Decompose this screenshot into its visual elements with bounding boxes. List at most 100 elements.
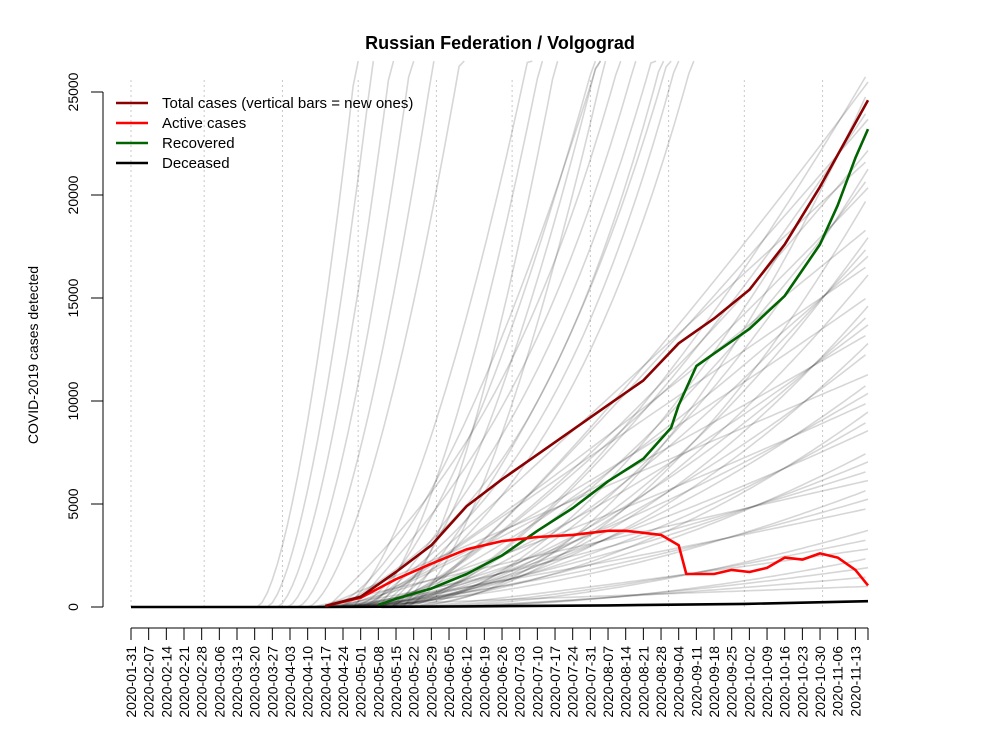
x-tick-label: 2020-10-09 (759, 646, 775, 718)
context-curve (335, 422, 866, 608)
x-tick-label: 2020-07-24 (565, 646, 581, 718)
context-curve (266, 60, 375, 608)
context-curve (380, 161, 867, 608)
x-tick-label: 2020-02-14 (158, 646, 174, 718)
x-tick-label: 2020-09-25 (724, 646, 740, 718)
x-tick-label: 2020-04-10 (300, 646, 316, 718)
y-tick-label: 20000 (65, 175, 81, 214)
context-curve (403, 60, 607, 608)
x-tick-label: 2020-04-17 (317, 646, 333, 718)
x-tick-label: 2020-05-08 (370, 646, 386, 718)
context-curve (352, 60, 637, 608)
context-curve (348, 324, 869, 608)
x-tick-label: 2020-09-11 (688, 646, 704, 717)
context-curve (423, 566, 869, 608)
series-line (325, 529, 870, 608)
context-curve (340, 297, 866, 608)
x-tick-label: 2020-08-28 (653, 646, 669, 718)
context-curve (363, 237, 869, 608)
y-tick-label: 10000 (65, 381, 81, 420)
y-axis: 0 5000 10000 15000 20000 25000 (65, 72, 104, 611)
context-curve (390, 60, 559, 608)
y-tick-label: 0 (65, 603, 81, 611)
context-curve (310, 471, 866, 608)
context-curve (365, 60, 544, 608)
x-tick-label: 2020-03-06 (211, 646, 227, 718)
context-curve (365, 249, 867, 608)
series-line (324, 99, 870, 608)
context-curve (365, 60, 680, 608)
x-tick-label: 2020-02-28 (194, 646, 210, 718)
x-tick-label: 2020-06-12 (459, 646, 475, 718)
y-tick-label: 5000 (65, 488, 81, 519)
context-curve (352, 60, 597, 608)
context-curve (307, 60, 465, 608)
context-curve (401, 96, 867, 608)
context-curve (302, 585, 869, 608)
context-curve (332, 411, 869, 608)
x-tick-label: 2020-09-04 (671, 646, 687, 718)
context-curve (340, 60, 665, 608)
legend-entry: Active cases (162, 115, 246, 132)
context-curve (385, 181, 867, 608)
x-tick-label: 2020-10-30 (812, 646, 828, 718)
chart-title: Russian Federation / Volgograd (365, 33, 635, 53)
x-tick-label: 2020-11-13 (847, 646, 863, 717)
x-tick-label: 2020-07-31 (582, 646, 598, 718)
legend-entry: Recovered (162, 135, 235, 152)
context-curve (297, 60, 435, 608)
legend: Total cases (vertical bars = new ones) Ac… (116, 95, 413, 172)
context-curve (337, 429, 869, 608)
x-tick-label: 2020-07-10 (529, 646, 545, 718)
x-tick-label: 2020-08-07 (600, 646, 616, 718)
legend-entry: Deceased (162, 155, 230, 172)
context-curve (317, 498, 869, 608)
y-tick-label: 15000 (65, 278, 81, 317)
y-tick-label: 25000 (65, 72, 81, 111)
x-tick-label: 2020-03-13 (229, 646, 245, 718)
series-line (131, 599, 869, 609)
context-curve (413, 529, 869, 608)
series-line (377, 128, 870, 607)
context-curve (373, 274, 869, 608)
x-axis: 2020-01-31 2020-02-07 2020-02-14 2020-02-21… (123, 627, 869, 718)
context-curve (315, 490, 866, 608)
context-curve (307, 461, 869, 608)
context-curve (330, 403, 866, 608)
x-tick-label: 2020-05-29 (423, 646, 439, 718)
x-tick-label: 2020-02-21 (176, 646, 192, 718)
x-tick-label: 2020-05-01 (353, 646, 369, 718)
context-curve (312, 479, 869, 608)
x-tick-label: 2020-03-27 (264, 646, 280, 718)
context-curve (355, 354, 866, 608)
context-curve (408, 118, 869, 608)
context-curve (340, 60, 533, 608)
context-curve (391, 201, 867, 608)
x-tick-label: 2020-10-23 (794, 646, 810, 718)
context-curve (370, 266, 866, 608)
context-curve (426, 576, 866, 608)
context-curve (256, 60, 359, 608)
context-curve (327, 60, 602, 608)
context-curve (390, 60, 695, 608)
x-tick-label: 2020-08-21 (635, 646, 651, 718)
context-curve (388, 187, 869, 608)
x-tick-label: 2020-11-06 (830, 646, 846, 717)
x-tick-label: 2020-05-15 (388, 646, 404, 718)
x-tick-label: 2020-07-17 (547, 646, 563, 718)
x-tick-label: 2020-01-31 (123, 646, 139, 718)
y-axis-label: COVID-2019 cases detected (25, 266, 41, 444)
x-tick-label: 2020-06-26 (494, 646, 510, 718)
x-tick-label: 2020-03-20 (247, 646, 263, 718)
context-curve (402, 60, 672, 608)
x-tick-label: 2020-10-02 (741, 646, 757, 718)
x-tick-label: 2020-04-03 (282, 646, 298, 718)
context-curve (345, 317, 867, 608)
context-curve (378, 60, 602, 608)
context-curve (368, 255, 869, 608)
context-curve (287, 60, 415, 608)
context-curve (325, 385, 866, 608)
x-tick-label: 2020-04-24 (335, 646, 351, 718)
